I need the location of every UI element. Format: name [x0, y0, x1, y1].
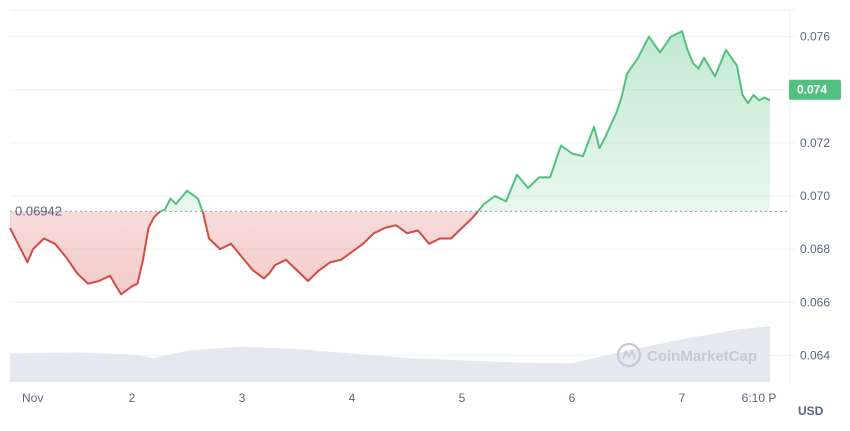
volume-area — [10, 326, 770, 382]
x-tick-label: 7 — [679, 391, 686, 405]
x-tick-label: 5 — [459, 391, 466, 405]
y-tick-label: 0.064 — [800, 348, 830, 362]
price-line-up — [158, 30, 771, 212]
y-tick-label: 0.066 — [800, 295, 830, 309]
y-tick-label: 0.076 — [800, 30, 830, 44]
y-tick-label: 0.068 — [800, 242, 830, 256]
volume-shape — [10, 326, 770, 382]
x-tick-label: 6 — [569, 391, 576, 405]
reference-label: 0.06942 — [15, 203, 62, 218]
x-tick-label: Nov — [22, 391, 43, 405]
watermark-text: CoinMarketCap — [647, 348, 757, 365]
x-tick-label: 2 — [129, 391, 136, 405]
coinmarketcap-logo-icon — [616, 342, 642, 368]
price-fill-down — [10, 211, 478, 295]
price-fill-up — [10, 31, 770, 212]
x-tick-label: 4 — [349, 391, 356, 405]
price-fill — [10, 31, 770, 295]
x-axis: Nov 2 3 4 5 6 7 6:10 P — [22, 391, 776, 405]
y-tick-label: 0.070 — [800, 189, 830, 203]
reference-line-group: 0.06942 — [10, 203, 790, 218]
currency-label: USD — [798, 404, 824, 418]
y-axis: 0.064 0.066 0.068 0.070 0.072 0.074 0.076 — [800, 30, 830, 363]
x-tick-label: 3 — [239, 391, 246, 405]
y-tick-label: 0.072 — [800, 136, 830, 150]
last-price-label: 0.074 — [797, 83, 827, 97]
x-tick-label: 6:10 P — [742, 391, 777, 405]
coinmarketcap-logo-mark — [622, 349, 636, 360]
watermark: CoinMarketCap — [616, 342, 757, 368]
last-price-badge: 0.074 — [789, 79, 841, 100]
last-price-badge-bg — [789, 79, 841, 100]
price-line-down — [9, 211, 480, 296]
price-line — [9, 30, 771, 296]
